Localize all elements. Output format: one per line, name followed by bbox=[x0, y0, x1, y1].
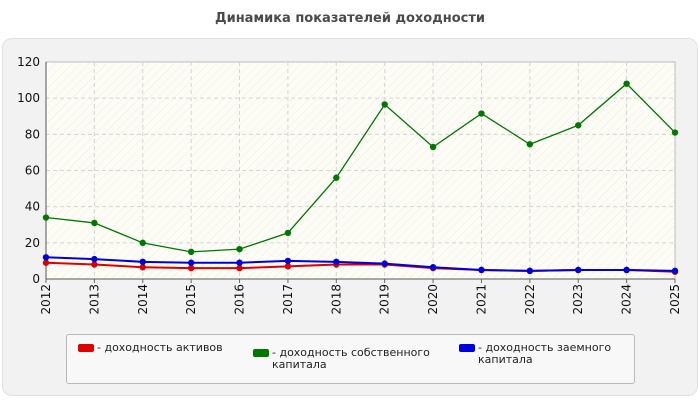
data-point-assets bbox=[91, 261, 98, 268]
chart-title: Динамика показателей доходности bbox=[215, 11, 485, 26]
y-tick-label: 80 bbox=[25, 127, 40, 141]
x-tick-label: 2024 bbox=[620, 284, 634, 315]
x-tick-label: 2025 bbox=[668, 284, 682, 315]
data-point-debt bbox=[575, 266, 582, 274]
data-point-debt bbox=[187, 259, 195, 266]
data-point-debt bbox=[139, 258, 146, 266]
data-point-assets bbox=[42, 259, 50, 266]
x-tick-label: 2012 bbox=[39, 284, 53, 315]
y-tick-label: 100 bbox=[17, 91, 40, 105]
x-tick-label: 2018 bbox=[329, 284, 343, 315]
data-point-debt bbox=[42, 254, 50, 261]
data-point-equity bbox=[139, 239, 146, 247]
data-point-debt bbox=[671, 267, 679, 275]
data-point-assets bbox=[284, 263, 292, 270]
x-tick-label: 2013 bbox=[87, 284, 101, 315]
x-tick-label: 2016 bbox=[233, 284, 247, 315]
data-point-equity bbox=[381, 101, 388, 108]
x-tick-label: 2021 bbox=[474, 284, 488, 315]
data-point-equity bbox=[671, 129, 679, 136]
x-tick-label: 2014 bbox=[136, 284, 150, 315]
axes: 0 20 40 60 80 100 120 2012 2013 2014 2015 2016 2017 2… bbox=[17, 55, 682, 315]
data-point-debt bbox=[381, 260, 388, 267]
data-point-debt bbox=[284, 257, 292, 265]
data-point-equity bbox=[526, 141, 534, 148]
data-point-equity bbox=[478, 110, 485, 117]
legend-swatch-equity bbox=[253, 349, 269, 357]
y-tick-label: 40 bbox=[25, 200, 40, 214]
x-tick-label: 2020 bbox=[426, 284, 440, 315]
x-tick-label: 2022 bbox=[523, 284, 537, 315]
data-point-debt bbox=[429, 264, 437, 271]
grid-lines bbox=[46, 62, 675, 279]
series-line-equity bbox=[45, 82, 676, 253]
data-point-debt bbox=[623, 266, 630, 274]
y-tick-label: 60 bbox=[25, 164, 40, 178]
plot-hatch bbox=[46, 62, 675, 279]
series-layer bbox=[42, 80, 679, 275]
legend-label-assets: - доходность активов bbox=[97, 341, 223, 354]
legend-label-equity: - доходность собственного капитала bbox=[272, 346, 430, 371]
y-tick-label: 120 bbox=[17, 55, 40, 69]
legend-label-debt: - доходность заемного капитала bbox=[478, 341, 612, 366]
y-tick-label: 0 bbox=[32, 272, 40, 286]
x-tick-label: 2017 bbox=[281, 284, 295, 315]
data-point-debt bbox=[526, 267, 534, 275]
data-point-debt bbox=[333, 258, 340, 266]
data-point-equity bbox=[575, 122, 582, 129]
data-point-debt bbox=[236, 259, 243, 266]
data-point-assets bbox=[187, 264, 195, 272]
y-tick-label: 20 bbox=[25, 236, 40, 250]
legend: - доходность активов - доходность собств… bbox=[66, 334, 635, 384]
legend-swatch-assets bbox=[78, 344, 94, 352]
data-point-equity bbox=[42, 214, 50, 221]
legend-swatch-debt bbox=[459, 344, 475, 352]
data-point-equity bbox=[187, 248, 195, 256]
data-point-equity bbox=[91, 219, 98, 227]
data-point-assets bbox=[139, 264, 146, 271]
data-point-assets bbox=[236, 264, 243, 272]
data-point-debt bbox=[478, 266, 485, 274]
x-tick-label: 2015 bbox=[184, 284, 198, 315]
data-point-equity bbox=[284, 229, 292, 237]
data-point-equity bbox=[623, 80, 630, 87]
data-point-debt bbox=[91, 255, 98, 263]
data-point-equity bbox=[333, 174, 340, 181]
data-point-equity bbox=[429, 143, 437, 151]
x-tick-label: 2019 bbox=[378, 284, 392, 315]
x-tick-label: 2023 bbox=[571, 284, 585, 315]
data-point-equity bbox=[236, 245, 243, 253]
series-line-debt bbox=[45, 256, 676, 272]
